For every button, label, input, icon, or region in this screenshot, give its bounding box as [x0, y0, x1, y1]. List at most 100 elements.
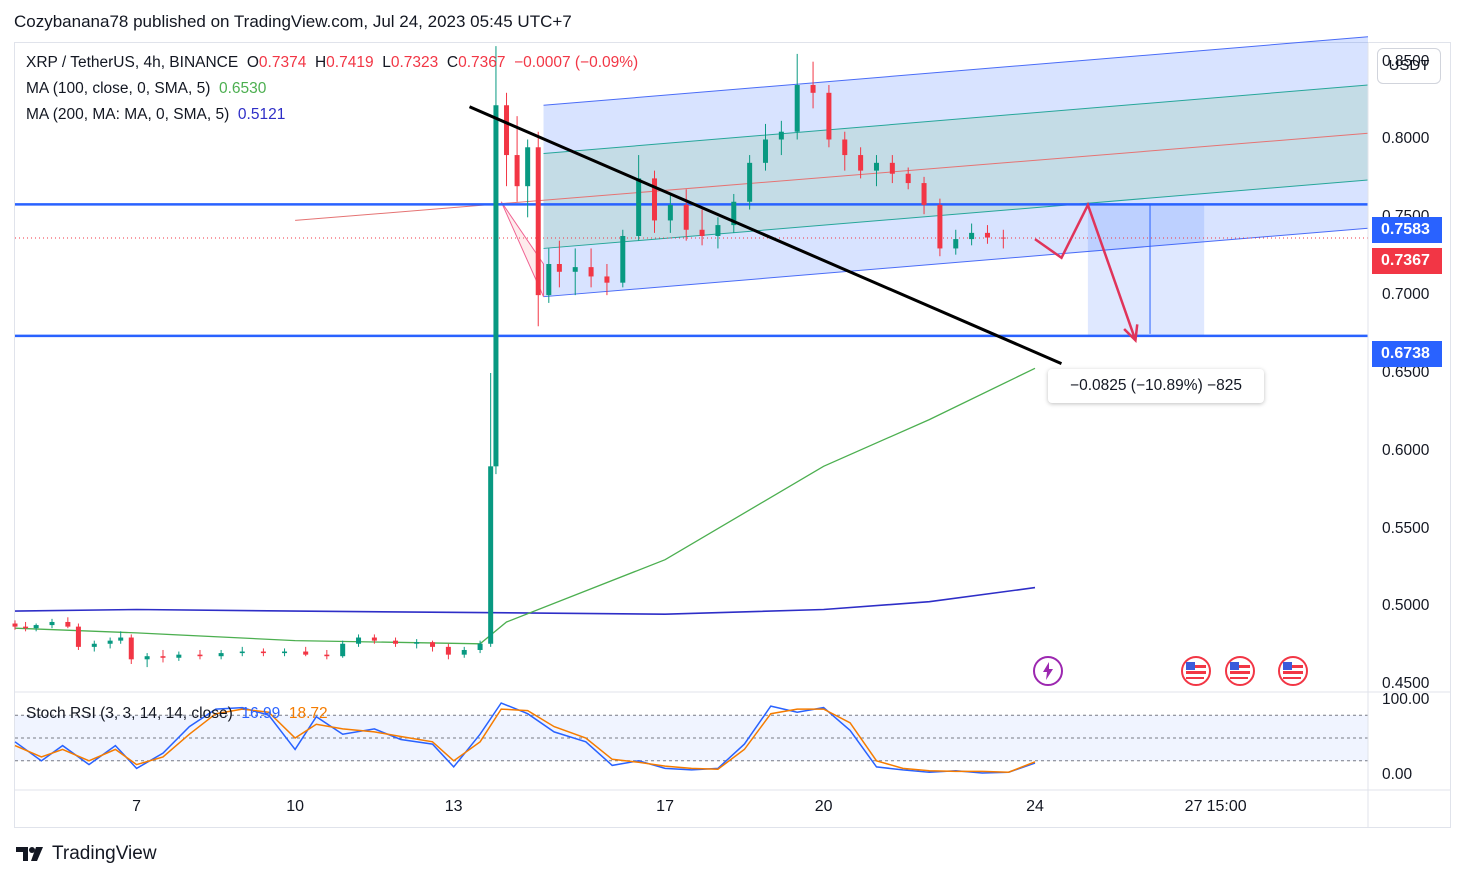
ma200-legend[interactable]: MA (200, MA: MA, 0, SMA, 5) 0.5121	[26, 106, 285, 124]
ma100-legend[interactable]: MA (100, close, 0, SMA, 5) 0.6530	[26, 80, 266, 98]
candle-body	[731, 201, 737, 226]
price-axis-label: 0.8000	[1382, 130, 1430, 148]
candle-body	[778, 131, 784, 140]
time-axis-label: 15:00	[1206, 798, 1247, 815]
measure-label: −0.0825 (−10.89%) −825	[1048, 369, 1264, 403]
channel-lower-line	[543, 227, 1369, 298]
candle-body	[905, 173, 911, 184]
candle-body	[144, 656, 150, 660]
candle-body	[953, 239, 959, 249]
candle-body	[514, 155, 520, 187]
price-axis-label: 0.6500	[1382, 363, 1430, 381]
projection-arrow-head	[1123, 324, 1139, 343]
high-value: 0.7419	[326, 54, 374, 71]
candle-body	[572, 267, 578, 272]
candle-body	[477, 643, 483, 650]
chart-frame	[14, 42, 1451, 828]
time-axis-label: 20	[814, 798, 833, 815]
candle-body	[683, 204, 689, 230]
symbol-title[interactable]: XRP / TetherUS, 4h, BINANCE	[26, 54, 239, 71]
candle-body	[504, 105, 510, 156]
candle-body	[1000, 237, 1006, 239]
candle-body	[91, 643, 97, 647]
time-axis-label: 10	[286, 798, 305, 815]
candle-body	[430, 642, 436, 647]
candle-body	[636, 178, 642, 236]
stoch-k-value: 16.99	[241, 705, 281, 722]
projection-path	[1034, 201, 1137, 341]
candle-body	[762, 139, 768, 163]
stoch-k-line	[14, 702, 1036, 774]
low-value: 0.7323	[390, 54, 439, 71]
price-axis-label: 0.4500	[1382, 675, 1430, 693]
price-axis-label: 0.5000	[1382, 597, 1430, 615]
measure-box	[1087, 204, 1205, 336]
candle-body	[65, 621, 71, 627]
time-axis-label: 24	[1026, 798, 1044, 815]
candle-body	[371, 637, 377, 641]
candle-body	[75, 626, 81, 647]
candle-body	[620, 235, 626, 283]
us-flag-event-icon[interactable]	[1225, 656, 1255, 686]
time-axis-label: 27	[1184, 798, 1203, 815]
us-flag-event-icon[interactable]	[1278, 656, 1308, 686]
candle-body	[810, 85, 816, 93]
candle-body	[160, 656, 166, 658]
candle-body	[493, 105, 499, 467]
candle-body	[546, 264, 552, 296]
ma200-label: MA (200, MA: MA, 0, SMA, 5)	[26, 106, 230, 123]
candle-body	[23, 626, 29, 629]
candle-body	[239, 651, 245, 654]
candle-body	[667, 204, 673, 221]
candle-body	[282, 651, 288, 654]
open-label: O	[246, 54, 259, 71]
candle-body	[128, 637, 134, 660]
channel-anchor-triangle	[500, 201, 545, 297]
brand-name: TradingView	[52, 843, 157, 864]
candle-body	[984, 232, 990, 238]
candle-body	[488, 466, 494, 644]
tradingview-logo-icon	[16, 847, 43, 861]
ma100-value: 0.6530	[218, 80, 267, 97]
price-axis-label: 0.7000	[1382, 286, 1430, 304]
currency-button[interactable]: USDT	[1377, 48, 1441, 84]
candle-body	[535, 147, 541, 296]
us-flag-event-icon[interactable]	[1181, 656, 1211, 686]
candle-body	[197, 654, 203, 657]
candle-body	[652, 178, 658, 221]
ma200-line	[14, 586, 1036, 616]
candle-body	[49, 621, 55, 626]
candle-body	[414, 642, 420, 644]
time-axis-label: 13	[444, 798, 463, 815]
stoch-rsi-legend[interactable]: Stoch RSI (3, 3, 14, 14, close) 16.99 18…	[26, 705, 328, 723]
candle-body	[588, 267, 594, 277]
channel-inner-high-line	[543, 84, 1369, 154]
candle-body	[969, 232, 975, 240]
candle-body	[324, 654, 330, 657]
time-axis-label: 17	[656, 798, 674, 815]
price-axis-label: 0.5500	[1382, 519, 1430, 537]
open-value: 0.7374	[258, 54, 307, 71]
tradingview-logo[interactable]: TradingView	[16, 843, 157, 865]
channel-inner-low-line	[543, 179, 1369, 249]
lightning-event-icon[interactable]	[1033, 656, 1063, 686]
publisher-line: Cozybanana78 published on TradingView.co…	[14, 12, 572, 31]
resistance-price-tag: 0.7583	[1372, 217, 1442, 243]
ma100-label: MA (100, close, 0, SMA, 5)	[26, 80, 211, 97]
time-axis-label: 7	[132, 798, 141, 815]
channel-mid-line	[295, 132, 1369, 221]
stoch-rsi-label: Stoch RSI (3, 3, 14, 14, close)	[26, 705, 233, 722]
candle-body	[937, 204, 943, 249]
stoch-d-line	[14, 708, 1036, 773]
stoch-band-fill	[15, 715, 1368, 761]
candle-body	[33, 625, 39, 629]
ma100-line	[14, 367, 1036, 645]
candle-body	[604, 276, 610, 283]
candle-body	[826, 92, 832, 140]
candle-body	[218, 653, 224, 657]
candle-body	[393, 640, 399, 644]
ma200-value: 0.5121	[237, 106, 286, 123]
candle-body	[842, 139, 848, 156]
candle-body	[118, 637, 124, 641]
